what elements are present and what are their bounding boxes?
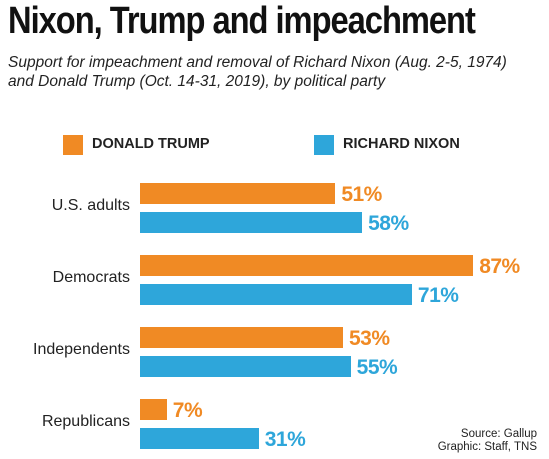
value-label: 53% (348, 327, 390, 350)
category-label: Democrats (52, 269, 130, 286)
value-label: 87% (479, 255, 520, 278)
value-label: 58% (368, 212, 409, 235)
value-label: 71% (417, 284, 459, 307)
source-line: Source: Gallup (460, 428, 537, 440)
chart-subtitle: Support for impeachment and removal of R… (8, 54, 507, 90)
category-label: Republicans (41, 413, 130, 430)
legend-label-nixon: RICHARD NIXON (343, 136, 460, 152)
value-label: 51% (341, 183, 382, 206)
chart-title: Nixon, Trump and impeachment (8, 0, 476, 42)
bar-trump (140, 399, 167, 420)
bar-nixon (140, 428, 259, 449)
category-label: U.S. adults (51, 197, 130, 214)
credit-line: Graphic: Staff, TNS (437, 441, 537, 453)
bar-trump (140, 255, 474, 276)
legend-swatch-nixon (314, 135, 334, 155)
source-note: Source: Gallup Graphic: Staff, TNS (438, 428, 537, 454)
bar-trump (140, 327, 343, 348)
bar-nixon (140, 212, 363, 233)
legend-swatch-trump (63, 135, 83, 155)
category-label: Independents (33, 341, 130, 358)
bar-nixon (140, 284, 412, 305)
value-label: 31% (264, 428, 306, 451)
value-label: 7% (172, 399, 203, 422)
legend-label-trump: DONALD TRUMP (92, 136, 210, 152)
value-label: 55% (356, 356, 398, 379)
bar-trump (140, 183, 336, 204)
bar-nixon (140, 356, 351, 377)
